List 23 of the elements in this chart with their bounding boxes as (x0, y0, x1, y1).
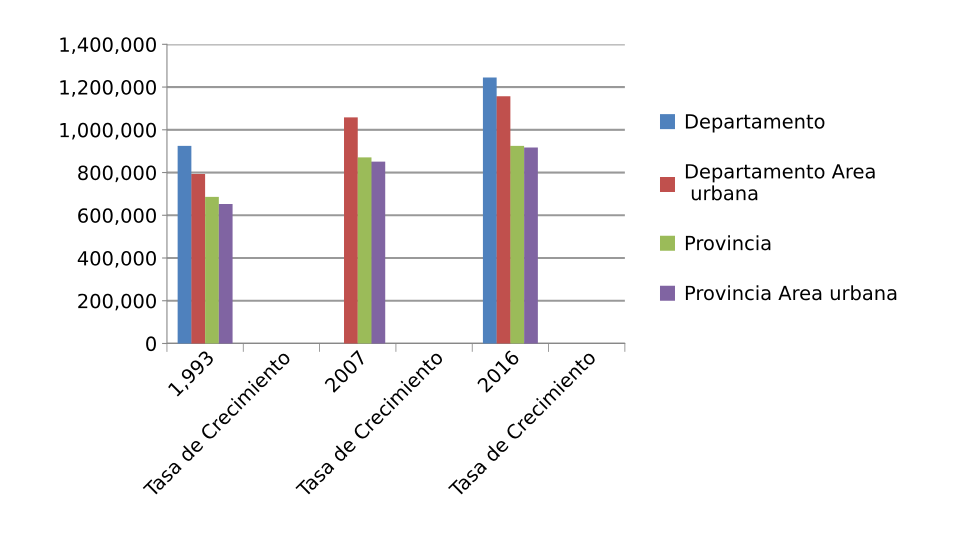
bar (205, 196, 219, 344)
bar (178, 146, 192, 344)
bar (358, 157, 372, 344)
legend-label: Departamento (686, 114, 824, 132)
y-tick-label: 200,000 (78, 294, 156, 310)
y-tick-label: 1,400,000 (60, 37, 156, 54)
bar (496, 96, 510, 344)
bar (344, 117, 358, 344)
y-tick-label: 600,000 (78, 208, 156, 225)
bar (371, 162, 386, 344)
legend-label: Departamento Area urbana (686, 164, 875, 200)
bar (510, 146, 524, 344)
y-tick-label: 1,000,000 (60, 122, 156, 140)
y-tick-label: 800,000 (78, 165, 156, 182)
legend-label: Provincia Area urbana (686, 285, 896, 300)
y-tick-label: 400,000 (78, 250, 156, 268)
bar (191, 174, 206, 344)
bar (482, 77, 497, 344)
y-tick-label: 1,200,000 (60, 80, 156, 97)
legend-label: Provincia (686, 235, 770, 250)
bar (524, 148, 538, 344)
bar (218, 204, 233, 344)
y-tick-label: 0 (146, 336, 156, 352)
